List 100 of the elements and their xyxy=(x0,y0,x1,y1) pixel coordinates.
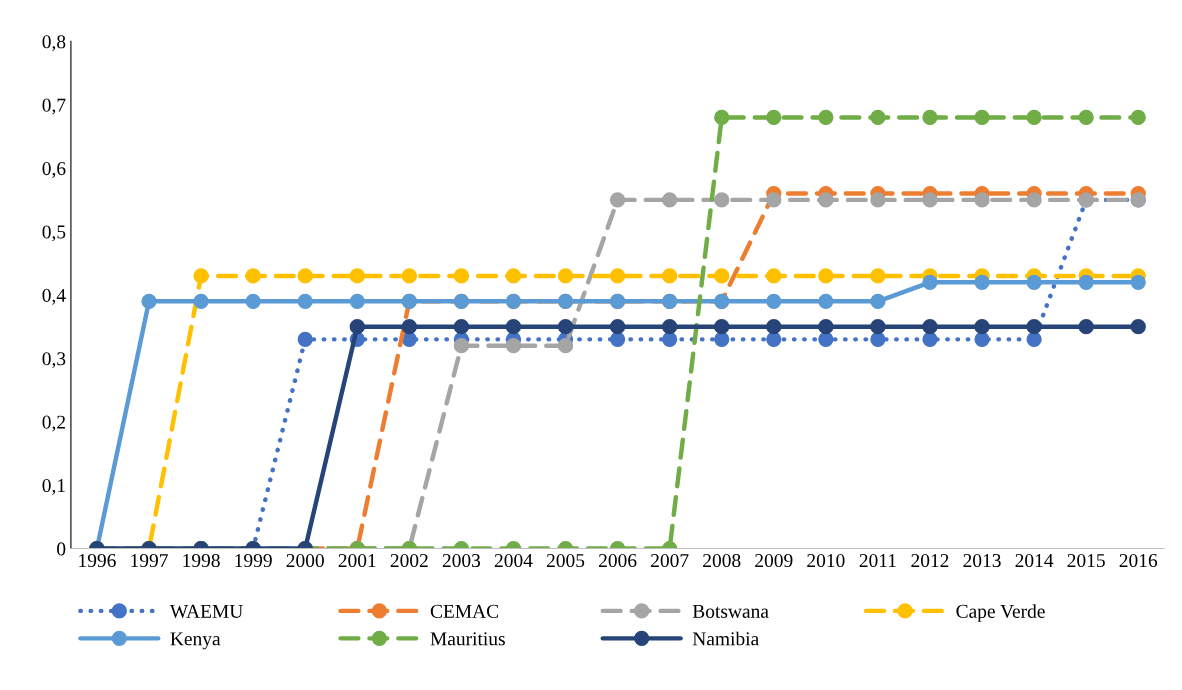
x-tick-label: 2013 xyxy=(963,553,1001,568)
point xyxy=(1026,331,1042,347)
point xyxy=(818,293,834,309)
x-tick-label: 2016 xyxy=(1119,553,1158,568)
point xyxy=(453,338,470,354)
point xyxy=(714,319,730,335)
point xyxy=(1130,319,1146,335)
point xyxy=(818,331,834,347)
point xyxy=(662,319,678,335)
legend-label: Cape Verde xyxy=(956,604,1045,622)
point xyxy=(1026,319,1042,335)
point xyxy=(297,331,313,347)
x-tick-label: 2002 xyxy=(390,553,428,568)
x-tick-label: 2011 xyxy=(859,553,896,568)
point xyxy=(609,319,626,335)
point xyxy=(349,319,365,335)
point xyxy=(662,268,678,284)
point xyxy=(1130,274,1146,290)
point xyxy=(766,319,782,335)
point xyxy=(401,268,417,284)
point xyxy=(557,319,574,335)
y-tick-label: 0,3 xyxy=(42,352,66,369)
x-tick-label: 2003 xyxy=(442,553,481,568)
y-tick-label: 0,7 xyxy=(42,98,66,115)
point xyxy=(922,109,938,126)
point xyxy=(193,268,209,284)
point xyxy=(297,293,313,309)
y-tick-label: 0,2 xyxy=(42,415,65,432)
point xyxy=(766,293,782,309)
point xyxy=(870,192,886,208)
point xyxy=(453,319,470,335)
point xyxy=(974,319,990,335)
point xyxy=(401,319,417,335)
point xyxy=(505,338,522,354)
point xyxy=(974,109,990,126)
x-tick-label: 1998 xyxy=(183,553,220,568)
point xyxy=(922,319,938,335)
point xyxy=(922,331,938,347)
x-tick-label: 1996 xyxy=(79,554,116,568)
point xyxy=(818,109,834,126)
x-tick-label: 2006 xyxy=(599,553,637,568)
x-tick-label: 2015 xyxy=(1067,553,1105,568)
point xyxy=(922,274,938,290)
point xyxy=(1078,319,1094,335)
legend-label: Namibia xyxy=(692,631,759,646)
point xyxy=(1026,109,1042,126)
x-tick-label: 1999 xyxy=(235,554,272,568)
point xyxy=(818,319,834,335)
point xyxy=(609,192,626,208)
x-tick-label: 2000 xyxy=(286,553,324,568)
x-tick-label: 2004 xyxy=(494,553,533,568)
y-tick-label: 0 xyxy=(57,542,66,556)
x-tick-label: 2014 xyxy=(1015,553,1054,568)
legend-label: Mauritius xyxy=(430,632,505,646)
point xyxy=(1130,109,1146,126)
point xyxy=(245,293,261,309)
point xyxy=(974,192,990,208)
legend-label: Botswana xyxy=(692,604,769,618)
point xyxy=(922,192,938,208)
point xyxy=(297,268,313,284)
point xyxy=(714,331,730,347)
x-tick-label: 2010 xyxy=(807,553,845,568)
point xyxy=(766,331,782,347)
point xyxy=(505,319,522,335)
point xyxy=(1026,274,1042,290)
point xyxy=(505,268,522,284)
point xyxy=(870,268,886,284)
legend-label: Kenya xyxy=(170,632,221,650)
point xyxy=(870,293,886,309)
point xyxy=(349,293,365,309)
point xyxy=(714,192,730,208)
point xyxy=(870,331,886,347)
point xyxy=(609,268,626,284)
point xyxy=(766,109,782,126)
point xyxy=(818,268,834,284)
point xyxy=(818,192,834,208)
y-tick-label: 0,8 xyxy=(42,35,66,52)
x-tick-label: 1997 xyxy=(131,554,168,568)
point xyxy=(245,268,261,284)
point xyxy=(662,331,678,347)
y-tick-label: 0,1 xyxy=(42,478,65,495)
y-tick-label: 0,6 xyxy=(42,162,66,178)
x-tick-label: 2009 xyxy=(755,553,793,568)
point xyxy=(609,331,626,347)
x-tick-label: 2012 xyxy=(911,553,949,568)
point xyxy=(1078,274,1094,290)
x-tick-label: 2001 xyxy=(338,553,376,568)
point xyxy=(766,268,782,284)
x-tick-label: 2007 xyxy=(651,553,689,568)
point xyxy=(974,274,990,290)
x-tick-label: 2008 xyxy=(703,553,741,568)
point xyxy=(193,293,209,309)
point xyxy=(557,338,574,354)
x-tick-label: 2005 xyxy=(546,553,585,568)
y-tick-label: 0,4 xyxy=(42,288,66,305)
point xyxy=(1026,192,1042,208)
legend-label: WAEMU xyxy=(169,604,243,618)
point xyxy=(870,319,886,335)
point xyxy=(714,268,730,284)
point xyxy=(974,331,990,347)
